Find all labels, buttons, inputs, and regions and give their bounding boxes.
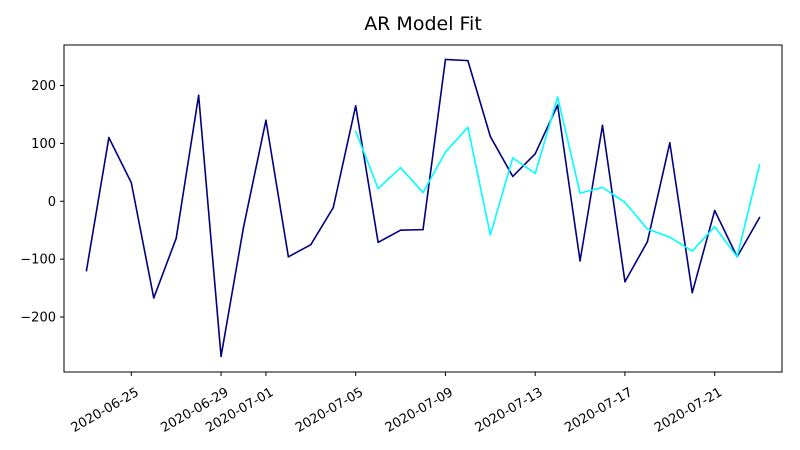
series-1-point	[175, 237, 177, 240]
y-tick-label: 0	[48, 195, 56, 210]
y-axis: −200 −100 0 100 200	[20, 79, 64, 326]
series-1-point	[691, 291, 694, 294]
y-tick-label: 100	[31, 137, 56, 152]
series-2-point	[624, 201, 626, 204]
series-1-point	[130, 181, 133, 184]
series-1-point	[467, 59, 469, 62]
y-tick-label: −200	[20, 311, 56, 326]
y-tick-label: 200	[31, 79, 56, 94]
series-2-point	[713, 225, 716, 228]
series-2-point	[534, 172, 536, 175]
series-1-point	[197, 94, 200, 97]
series-1-point	[265, 119, 267, 122]
series-1-point	[758, 216, 761, 219]
series-1-point	[669, 142, 671, 144]
series-1-point	[108, 136, 110, 139]
chart-title: AR Model Fit	[364, 13, 482, 35]
series-1-point	[511, 175, 514, 178]
series-2-point	[377, 187, 379, 190]
series-2-point	[467, 126, 469, 128]
series-2-point	[646, 228, 649, 230]
series-2-point	[511, 157, 514, 159]
series-1-point	[646, 240, 649, 243]
series-2-point	[489, 234, 492, 236]
series-2-point	[579, 192, 581, 194]
x-tick-label: 2020-07-09	[383, 385, 456, 436]
series-1-point	[399, 229, 402, 231]
series-2-point	[601, 186, 604, 189]
series-1-point	[377, 241, 379, 244]
series-2-point	[354, 130, 357, 133]
series-1-point	[422, 228, 424, 231]
series-2-point	[669, 236, 671, 238]
series-1-point	[354, 104, 357, 107]
series-2-point	[399, 166, 402, 169]
series-1-point	[579, 260, 581, 262]
series-1-point	[220, 355, 222, 358]
x-tick-label: 2020-06-25	[69, 385, 142, 436]
series-1-point	[332, 206, 335, 209]
series-1-point	[624, 280, 626, 283]
series-2-point	[444, 151, 447, 153]
series-line-2	[354, 96, 761, 258]
series-1-point	[713, 209, 716, 212]
x-tick-label: 2020-07-21	[652, 385, 725, 436]
series-1-point	[601, 124, 604, 127]
series-2-point	[556, 96, 559, 98]
series-2-point	[422, 191, 424, 194]
series-1-point	[85, 269, 88, 272]
series-line-1	[85, 58, 761, 358]
x-tick-label: 2020-07-13	[473, 385, 546, 436]
x-tick-label: 2020-07-17	[562, 385, 635, 436]
series-1-point	[444, 58, 447, 61]
series-1-point	[242, 226, 245, 229]
y-tick-label: −100	[20, 253, 56, 268]
series-2-point	[758, 164, 761, 166]
series-1-point	[152, 297, 155, 299]
series-lines	[85, 58, 761, 358]
series-1-point	[556, 104, 559, 106]
series-1-point	[534, 153, 536, 155]
series-2-point	[736, 256, 738, 258]
series-1-point	[489, 135, 492, 138]
x-tick-label: 2020-07-05	[293, 385, 366, 436]
series-1-point	[287, 256, 290, 258]
plot-frame	[63, 44, 783, 373]
series-1-point	[310, 243, 312, 246]
series-2-point	[691, 250, 694, 252]
